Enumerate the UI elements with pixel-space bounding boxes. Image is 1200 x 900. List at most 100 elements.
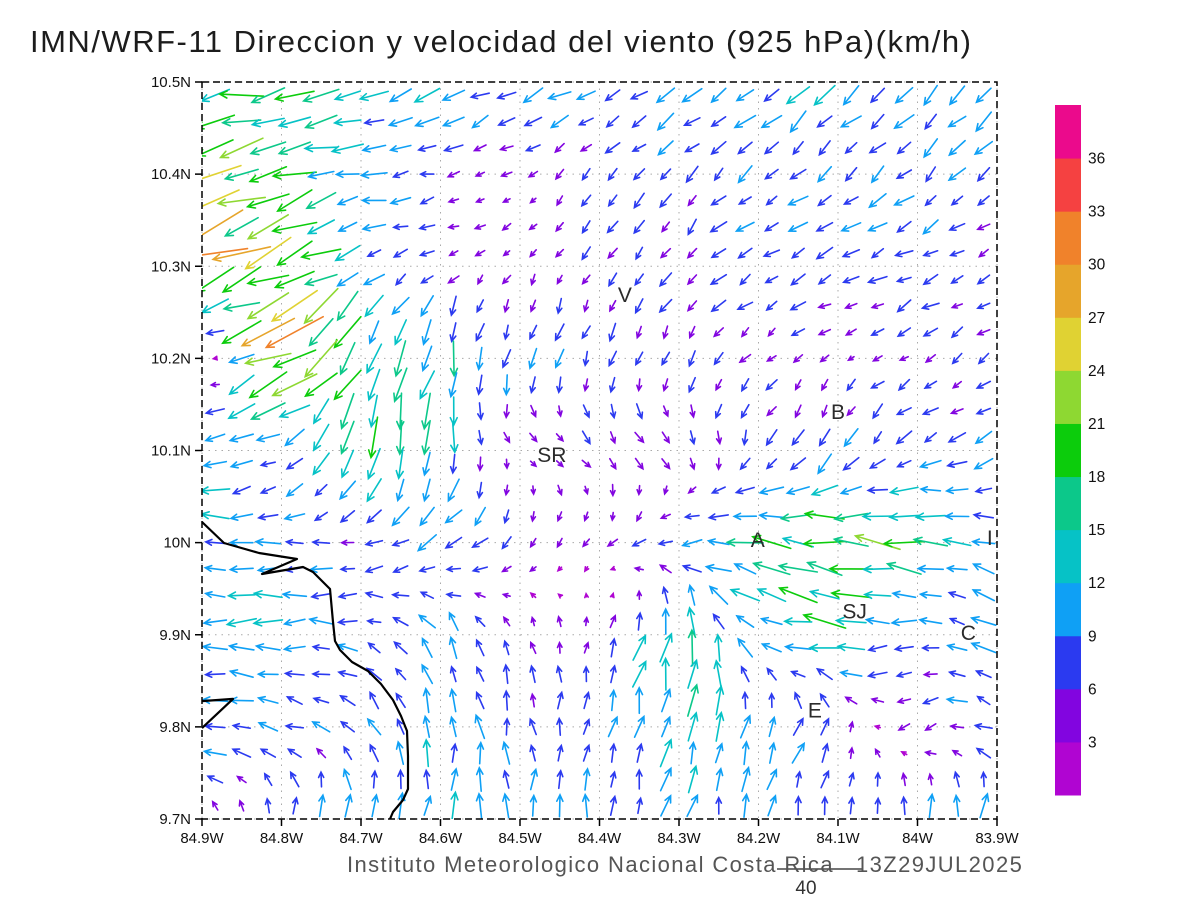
wind-arrow — [554, 142, 565, 154]
wind-arrow — [503, 717, 511, 736]
wind-arrow — [763, 88, 780, 103]
wind-arrow — [217, 90, 265, 99]
wind-arrow — [394, 667, 407, 681]
wind-arrow — [395, 448, 404, 481]
wind-arrow — [741, 765, 751, 793]
wind-arrow — [394, 319, 407, 346]
wind-arrow — [317, 770, 325, 788]
wind-arrow — [820, 769, 830, 789]
wind-arrow — [308, 616, 334, 625]
wind-arrow — [554, 168, 565, 181]
wind-arrow — [227, 403, 256, 420]
wind-arrow — [546, 91, 572, 101]
wind-arrow — [818, 140, 831, 157]
wind-arrow — [555, 221, 564, 233]
wind-arrow — [661, 431, 671, 445]
wind-arrow — [815, 667, 833, 681]
reference-vector-label: 40 — [795, 878, 816, 899]
wind-arrow — [503, 431, 511, 444]
wind-arrow — [659, 513, 671, 520]
wind-arrow — [870, 165, 885, 184]
wind-arrow — [885, 561, 922, 575]
wind-arrow — [636, 611, 643, 631]
wind-arrow — [735, 89, 755, 102]
wind-arrow — [923, 380, 938, 390]
wind-arrow — [579, 143, 593, 152]
wind-arrow — [868, 193, 887, 209]
wind-arrow — [947, 591, 966, 599]
wind-arrow — [686, 793, 699, 818]
wind-arrow — [687, 486, 697, 494]
wind-arrow — [789, 457, 807, 471]
wind-arrow — [554, 323, 565, 342]
colorbar-segment — [1055, 211, 1081, 265]
wind-arrow — [259, 460, 276, 468]
wind-arrow — [871, 355, 883, 362]
wind-arrow — [556, 195, 564, 207]
wind-arrow — [607, 247, 618, 260]
y-tick-label: 10.4N — [151, 166, 191, 183]
wind-arrow — [947, 432, 967, 443]
wind-arrow — [497, 117, 516, 126]
wind-arrow — [256, 695, 279, 704]
wind-arrow — [284, 538, 304, 546]
wind-arrow — [303, 114, 338, 129]
wind-arrow — [389, 196, 412, 206]
wind-arrow — [605, 115, 620, 128]
wind-arrow — [896, 141, 912, 155]
wind-arrow — [476, 299, 485, 314]
wind-arrow — [737, 165, 753, 184]
wind-arrow — [922, 219, 939, 235]
wind-arrow — [221, 320, 262, 345]
wind-arrow — [444, 536, 463, 549]
wind-arrow — [450, 421, 459, 455]
wind-arrow — [556, 640, 563, 654]
wind-arrow — [604, 142, 621, 154]
wind-arrow — [235, 775, 247, 784]
wind-arrow — [421, 319, 432, 346]
wind-arrow — [635, 768, 643, 790]
wind-arrow — [975, 111, 992, 133]
wind-arrow — [737, 247, 753, 259]
wind-arrow — [688, 376, 696, 394]
wind-arrow — [477, 456, 484, 472]
wind-arrow — [340, 392, 355, 431]
wind-arrow — [501, 565, 512, 573]
wind-arrow — [336, 290, 359, 322]
wind-arrow — [810, 484, 839, 497]
wind-arrow — [364, 591, 384, 599]
wind-arrow — [419, 196, 435, 205]
wind-arrow — [471, 566, 488, 573]
wind-arrow — [609, 591, 615, 599]
wind-arrow — [898, 355, 909, 362]
wind-arrow — [393, 640, 408, 655]
wind-arrow — [737, 637, 754, 658]
wind-arrow — [471, 537, 489, 549]
wind-arrow — [442, 144, 464, 153]
wind-arrow — [449, 687, 457, 713]
wind-arrow — [843, 428, 859, 448]
wind-arrow — [556, 716, 563, 736]
y-tick-label: 10.5N — [151, 74, 191, 91]
wind-arrow — [395, 692, 406, 709]
wind-arrow — [530, 615, 537, 627]
wind-arrow — [368, 320, 380, 345]
wind-arrow — [503, 509, 510, 525]
wind-arrow — [948, 617, 965, 626]
wind-arrow — [947, 115, 967, 128]
wind-arrow — [449, 453, 457, 475]
wind-arrow — [254, 538, 282, 547]
wind-arrow — [662, 405, 669, 418]
wind-arrow — [866, 671, 888, 679]
colorbar-segment — [1055, 476, 1081, 531]
wind-arrow — [765, 458, 778, 470]
wind-arrow — [418, 566, 436, 573]
x-tick-label: 84.2W — [737, 830, 781, 847]
wind-arrow — [751, 561, 791, 576]
wind-arrow — [365, 618, 382, 625]
wind-arrow — [661, 715, 671, 738]
wind-arrow — [282, 618, 306, 627]
wind-arrow — [243, 352, 292, 366]
wind-arrow — [501, 592, 511, 599]
wind-arrow — [762, 249, 781, 258]
